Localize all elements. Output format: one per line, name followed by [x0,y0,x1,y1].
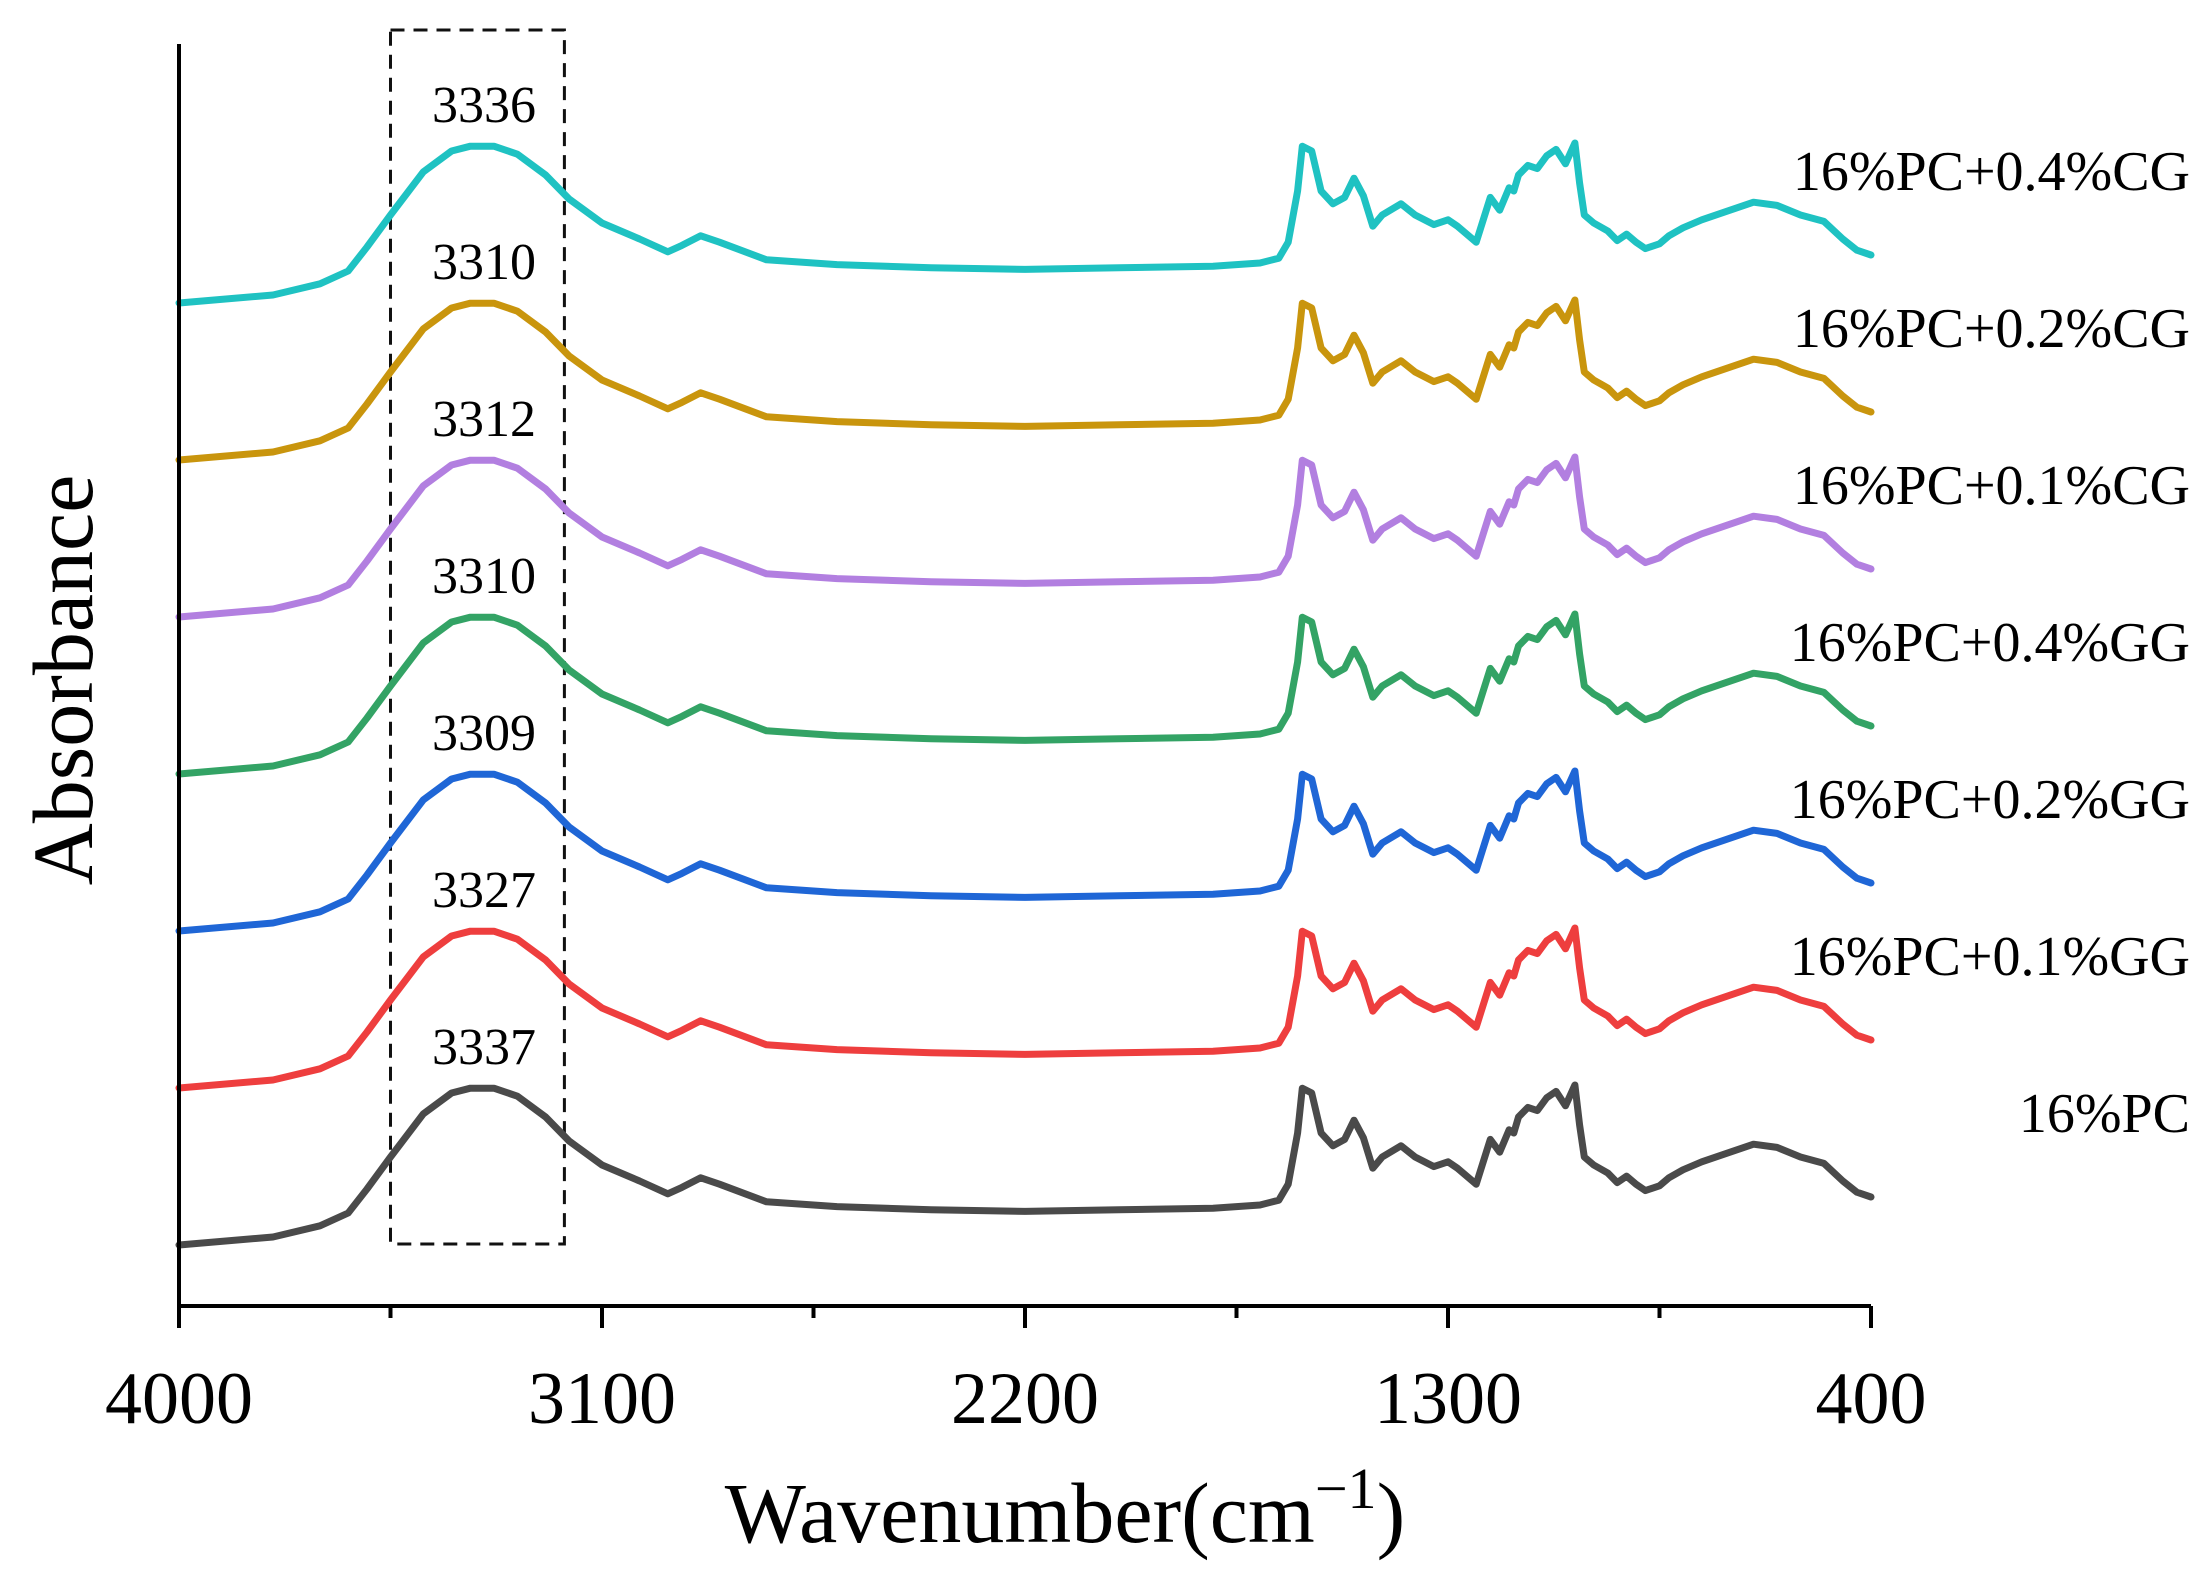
x-axis-title-superscript: −1 [1315,1456,1377,1521]
series-line-0 [175,1081,1875,1249]
y-axis-title: Absorbance [15,475,111,886]
peak-label-2: 3309 [432,705,536,762]
series-label-4: 16%PC+0.1%CG [1793,455,2190,517]
series-label-3: 16%PC+0.4%GG [1790,612,2190,674]
series-label-0: 16%PC [2019,1083,2190,1145]
x-tick-label: 3100 [528,1358,676,1440]
highlight-layer [389,28,566,1246]
label-layer: 16%PC 3337 16%PC+0.1%GG 3327 16%PC+0.2%GG 330… [432,77,2190,1145]
series-line-2 [175,767,1875,935]
x-axis-title: Wavenumber(cm−1) [725,1456,1405,1561]
x-tick-label: 1300 [1374,1358,1522,1440]
x-tick-label: 400 [1816,1358,1927,1440]
series-label-2: 16%PC+0.2%GG [1790,769,2190,831]
series-layer [175,139,1875,1249]
x-axis-title-close: ) [1377,1465,1406,1561]
x-axis-title-main: Wavenumber(cm [725,1465,1315,1561]
peak-label-5: 3310 [432,234,536,291]
axis-layer: 4000 3100 2200 1300 400 [105,44,1927,1440]
peak-label-1: 3327 [432,862,536,919]
x-tick-label: 2200 [951,1358,1099,1440]
series-label-1: 16%PC+0.1%GG [1790,926,2190,988]
series-line-1 [175,924,1875,1092]
series-label-6: 16%PC+0.4%CG [1793,141,2190,203]
peak-label-3: 3310 [432,548,536,605]
series-line-3 [175,610,1875,778]
series-label-5: 16%PC+0.2%CG [1793,298,2190,360]
highlight-dashed-box [389,28,566,1246]
series-line-4 [175,453,1875,621]
series-line-6 [175,139,1875,307]
peak-label-4: 3312 [432,391,536,448]
peak-label-6: 3336 [432,77,536,134]
x-tick-label: 4000 [105,1358,253,1440]
series-line-5 [175,296,1875,464]
peak-label-0: 3337 [432,1019,536,1076]
